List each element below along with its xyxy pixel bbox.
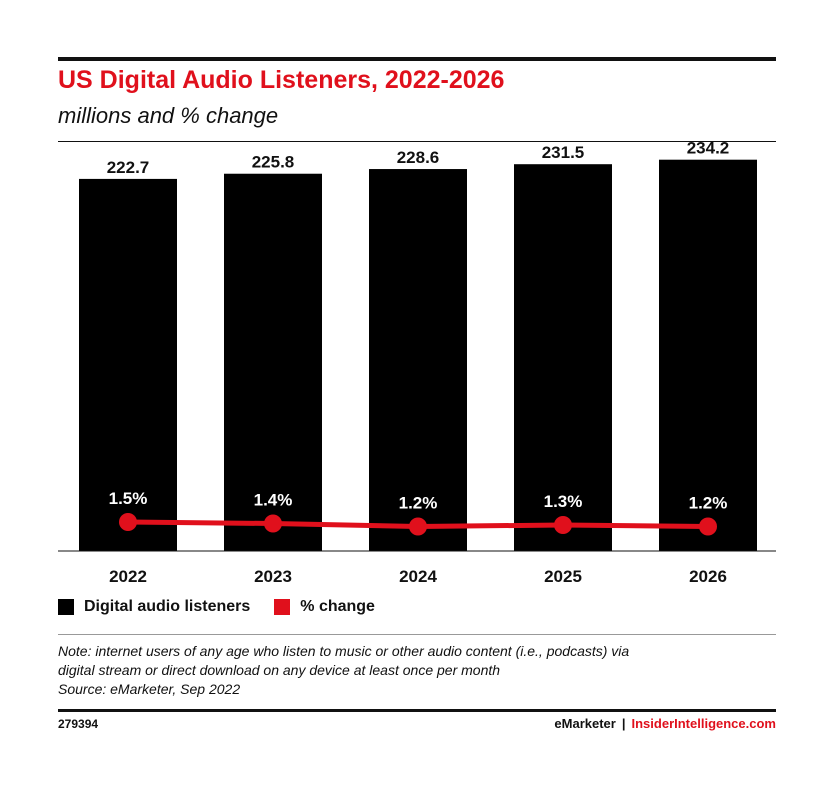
pct-change-label-2026: 1.2% (689, 494, 728, 513)
legend-item-change: % change (274, 598, 375, 616)
legend-swatch-change (274, 599, 291, 615)
x-tick-label-2026: 2026 (689, 567, 727, 586)
note-line-1: Note: internet users of any age who list… (58, 643, 630, 659)
legend-swatch-listeners (58, 599, 74, 615)
bar-2023 (224, 173, 322, 551)
bar-value-label-2022: 222.7 (107, 158, 150, 177)
bar-2026 (659, 159, 757, 551)
x-tick-label-2022: 2022 (109, 567, 147, 586)
bar-value-label-2023: 225.8 (252, 153, 295, 172)
legend-rule (58, 634, 776, 635)
brand-insider-intelligence: InsiderIntelligence.com (631, 716, 777, 731)
legend-label-listeners: Digital audio listeners (84, 598, 251, 615)
pct-change-point-2024 (409, 517, 427, 536)
pct-change-label-2024: 1.2% (399, 494, 438, 513)
pct-change-label-2025: 1.3% (544, 492, 583, 511)
bar-value-label-2024: 228.6 (397, 148, 440, 167)
note: Note: internet users of any age who list… (58, 642, 776, 699)
pct-change-point-2026 (699, 517, 717, 536)
bar-value-label-2026: 234.2 (687, 139, 730, 158)
pct-change-label-2022: 1.5% (109, 489, 148, 508)
legend: Digital audio listeners % change (58, 598, 399, 616)
legend-item-listeners: Digital audio listeners (58, 598, 250, 616)
chart-subtitle: millions and % change (58, 103, 279, 128)
subtitle-rule (58, 141, 776, 142)
x-tick-label-2025: 2025 (544, 567, 582, 586)
x-tick-label-2024: 2024 (399, 567, 437, 586)
bar-2024 (369, 169, 467, 552)
chart-id: 279394 (58, 717, 99, 731)
bar-2025 (514, 164, 612, 551)
pct-change-point-2025 (554, 516, 572, 534)
top-rule (58, 57, 776, 61)
bottom-rule (58, 709, 776, 712)
bar-line-chart: 222.7 2022 225.8 2023 228.6 2024 231.5 2025 234.… (58, 139, 776, 586)
pct-change-label-2023: 1.4% (254, 491, 293, 510)
source-line: Source: eMarketer, Sep 2022 (58, 681, 241, 697)
bar-2022 (79, 178, 177, 552)
brand-emarketer: eMarketer (554, 716, 616, 731)
bar-value-label-2025: 231.5 (542, 143, 585, 162)
chart-title: US Digital Audio Listeners, 2022-2026 (58, 66, 505, 94)
brand: eMarketer | InsiderIntelligence.com (554, 716, 776, 731)
pct-change-point-2022 (119, 513, 137, 531)
legend-label-change: % change (300, 598, 375, 615)
brand-separator: | (621, 716, 626, 731)
x-tick-label-2023: 2023 (254, 567, 292, 586)
note-line-2: digital stream or direct download on any… (58, 662, 501, 678)
pct-change-point-2023 (264, 514, 282, 533)
